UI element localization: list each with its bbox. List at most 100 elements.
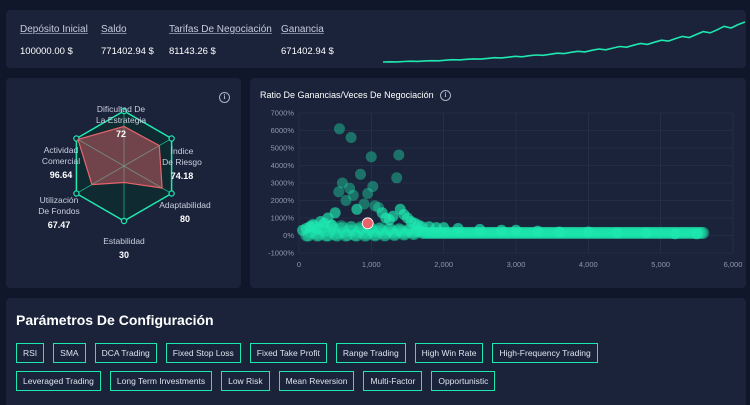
scatter-point	[597, 226, 610, 239]
param-tag[interactable]: Fixed Stop Loss	[165, 343, 241, 363]
stat-value: 81143.26 $	[169, 46, 216, 57]
radar-chart	[73, 107, 175, 225]
radar-axis-value: 67.47	[47, 220, 71, 230]
stat-label[interactable]: Saldo	[101, 24, 127, 35]
radar-axis-label-line: Dificultad De	[96, 104, 146, 114]
scatter-point	[361, 227, 374, 240]
param-tag[interactable]: Fixed Take Profit	[249, 343, 327, 363]
param-tag[interactable]: DCA Trading	[94, 343, 157, 363]
scatter-point	[595, 226, 608, 239]
radar-vertex	[168, 135, 175, 142]
param-tag[interactable]: Leveraged Trading	[16, 371, 101, 391]
scatter-point	[603, 226, 616, 239]
param-tag[interactable]: Mean Reversion	[278, 371, 355, 391]
scatter-point	[395, 225, 408, 238]
chart-title: Ratio De Ganancias/Veces De Negociación	[260, 90, 434, 100]
scatter-point	[521, 226, 534, 239]
param-tag[interactable]: High-Frequency Trading	[492, 343, 598, 363]
scatter-point	[383, 222, 396, 235]
radar-axis-label-line: La Estrategia	[95, 115, 147, 125]
highlight-point[interactable]	[361, 217, 374, 230]
scatter-point	[619, 226, 632, 239]
summary-panel: Depósito Inicial 100000.00 $ Saldo 77140…	[6, 10, 746, 68]
stat-label[interactable]: Tarifas De Negociación	[169, 24, 272, 35]
param-tags: RSI SMA DCA Trading Fixed Stop Loss Fixed Ta…	[16, 343, 736, 399]
scatter-point	[367, 228, 380, 241]
y-tick-label: 0%	[283, 231, 294, 240]
scatter-point	[399, 228, 412, 240]
scatter-point	[371, 225, 384, 238]
param-tag[interactable]: Range Trading	[335, 343, 406, 363]
radar-axis-label-line: Adaptabilidad	[159, 200, 211, 210]
scatter-point	[623, 226, 636, 239]
x-tick-label: 0	[297, 260, 301, 269]
scatter-point	[561, 226, 574, 239]
x-tick-label: 4,000	[579, 260, 598, 269]
info-icon[interactable]: i	[219, 92, 230, 103]
scatter-point	[621, 226, 634, 239]
radar-axis-value: 96.64	[49, 170, 73, 180]
scatter-point	[329, 207, 341, 219]
radar-vertex	[73, 190, 80, 197]
radar-axis-label-line: De Riesgo	[162, 157, 202, 167]
stat-label[interactable]: Depósito Inicial	[20, 24, 88, 35]
scatter-point	[407, 227, 419, 240]
radar-vertex	[120, 217, 128, 225]
param-tag[interactable]: Opportunistic	[431, 371, 496, 391]
scatter-point	[590, 226, 603, 239]
scatter-point	[669, 228, 681, 240]
scatter-point	[367, 181, 379, 192]
scatter-point	[496, 224, 507, 236]
scatter-point	[334, 123, 345, 135]
param-tag[interactable]: SMA	[53, 343, 86, 363]
section-title: Parámetros De Configuración	[16, 312, 214, 328]
scatter-point	[352, 226, 365, 239]
scatter-point	[384, 223, 397, 236]
param-tag[interactable]: Long Term Investments	[109, 371, 213, 391]
scatter-point	[567, 226, 580, 239]
scatter-point	[355, 168, 366, 180]
param-tag[interactable]: RSI	[16, 343, 45, 363]
radar-axis-label-line: Utilización	[39, 195, 79, 205]
stat-label[interactable]: Ganancia	[281, 24, 324, 35]
scatter-point	[391, 225, 404, 238]
x-tick-label: 2,000	[434, 260, 453, 269]
scatter-point	[593, 226, 606, 239]
scatter-point	[405, 226, 418, 239]
scatter-point	[463, 226, 475, 239]
stat-initial-deposit: Depósito Inicial 100000.00 $	[20, 24, 88, 57]
scatter-point	[649, 226, 662, 239]
param-tag[interactable]: Multi-Factor	[363, 371, 423, 391]
scatter-point	[571, 226, 583, 239]
scatter-point	[360, 229, 373, 242]
y-tick-label: 7000%	[271, 109, 295, 118]
scatter-point	[400, 226, 413, 239]
param-tag[interactable]: Low Risk	[221, 371, 270, 391]
profit-ratio-panel: Ratio De Ganancias/Veces De Negociación …	[250, 78, 746, 288]
scatter-point	[572, 226, 585, 239]
stat-value: 671402.94 $	[281, 46, 334, 57]
info-icon[interactable]: i	[440, 90, 451, 101]
scatter-point	[602, 226, 615, 239]
stat-value: 771402.94 $	[101, 46, 154, 57]
scatter-point	[519, 226, 531, 239]
radar-vertex	[168, 190, 175, 197]
scatter-point	[573, 226, 586, 239]
scatter-point	[393, 149, 405, 161]
scatter-point	[658, 226, 671, 239]
param-tag[interactable]: High Win Rate	[414, 343, 484, 363]
scatter-point	[319, 229, 332, 242]
scatter-point	[339, 229, 352, 242]
radar-spoke	[76, 165, 125, 194]
scatter-point	[594, 226, 607, 239]
scatter-point	[679, 226, 692, 239]
scatter-point	[647, 226, 660, 239]
scatter-point	[620, 226, 633, 239]
scatter-point	[336, 221, 349, 234]
radar-axis-label: Adaptabilidad 80	[154, 200, 216, 225]
x-tick-label: 5,000	[651, 260, 670, 269]
scatter-point	[653, 226, 666, 239]
scatter-point	[338, 226, 350, 239]
scatter-point	[345, 221, 358, 234]
scatter-point	[374, 222, 387, 235]
